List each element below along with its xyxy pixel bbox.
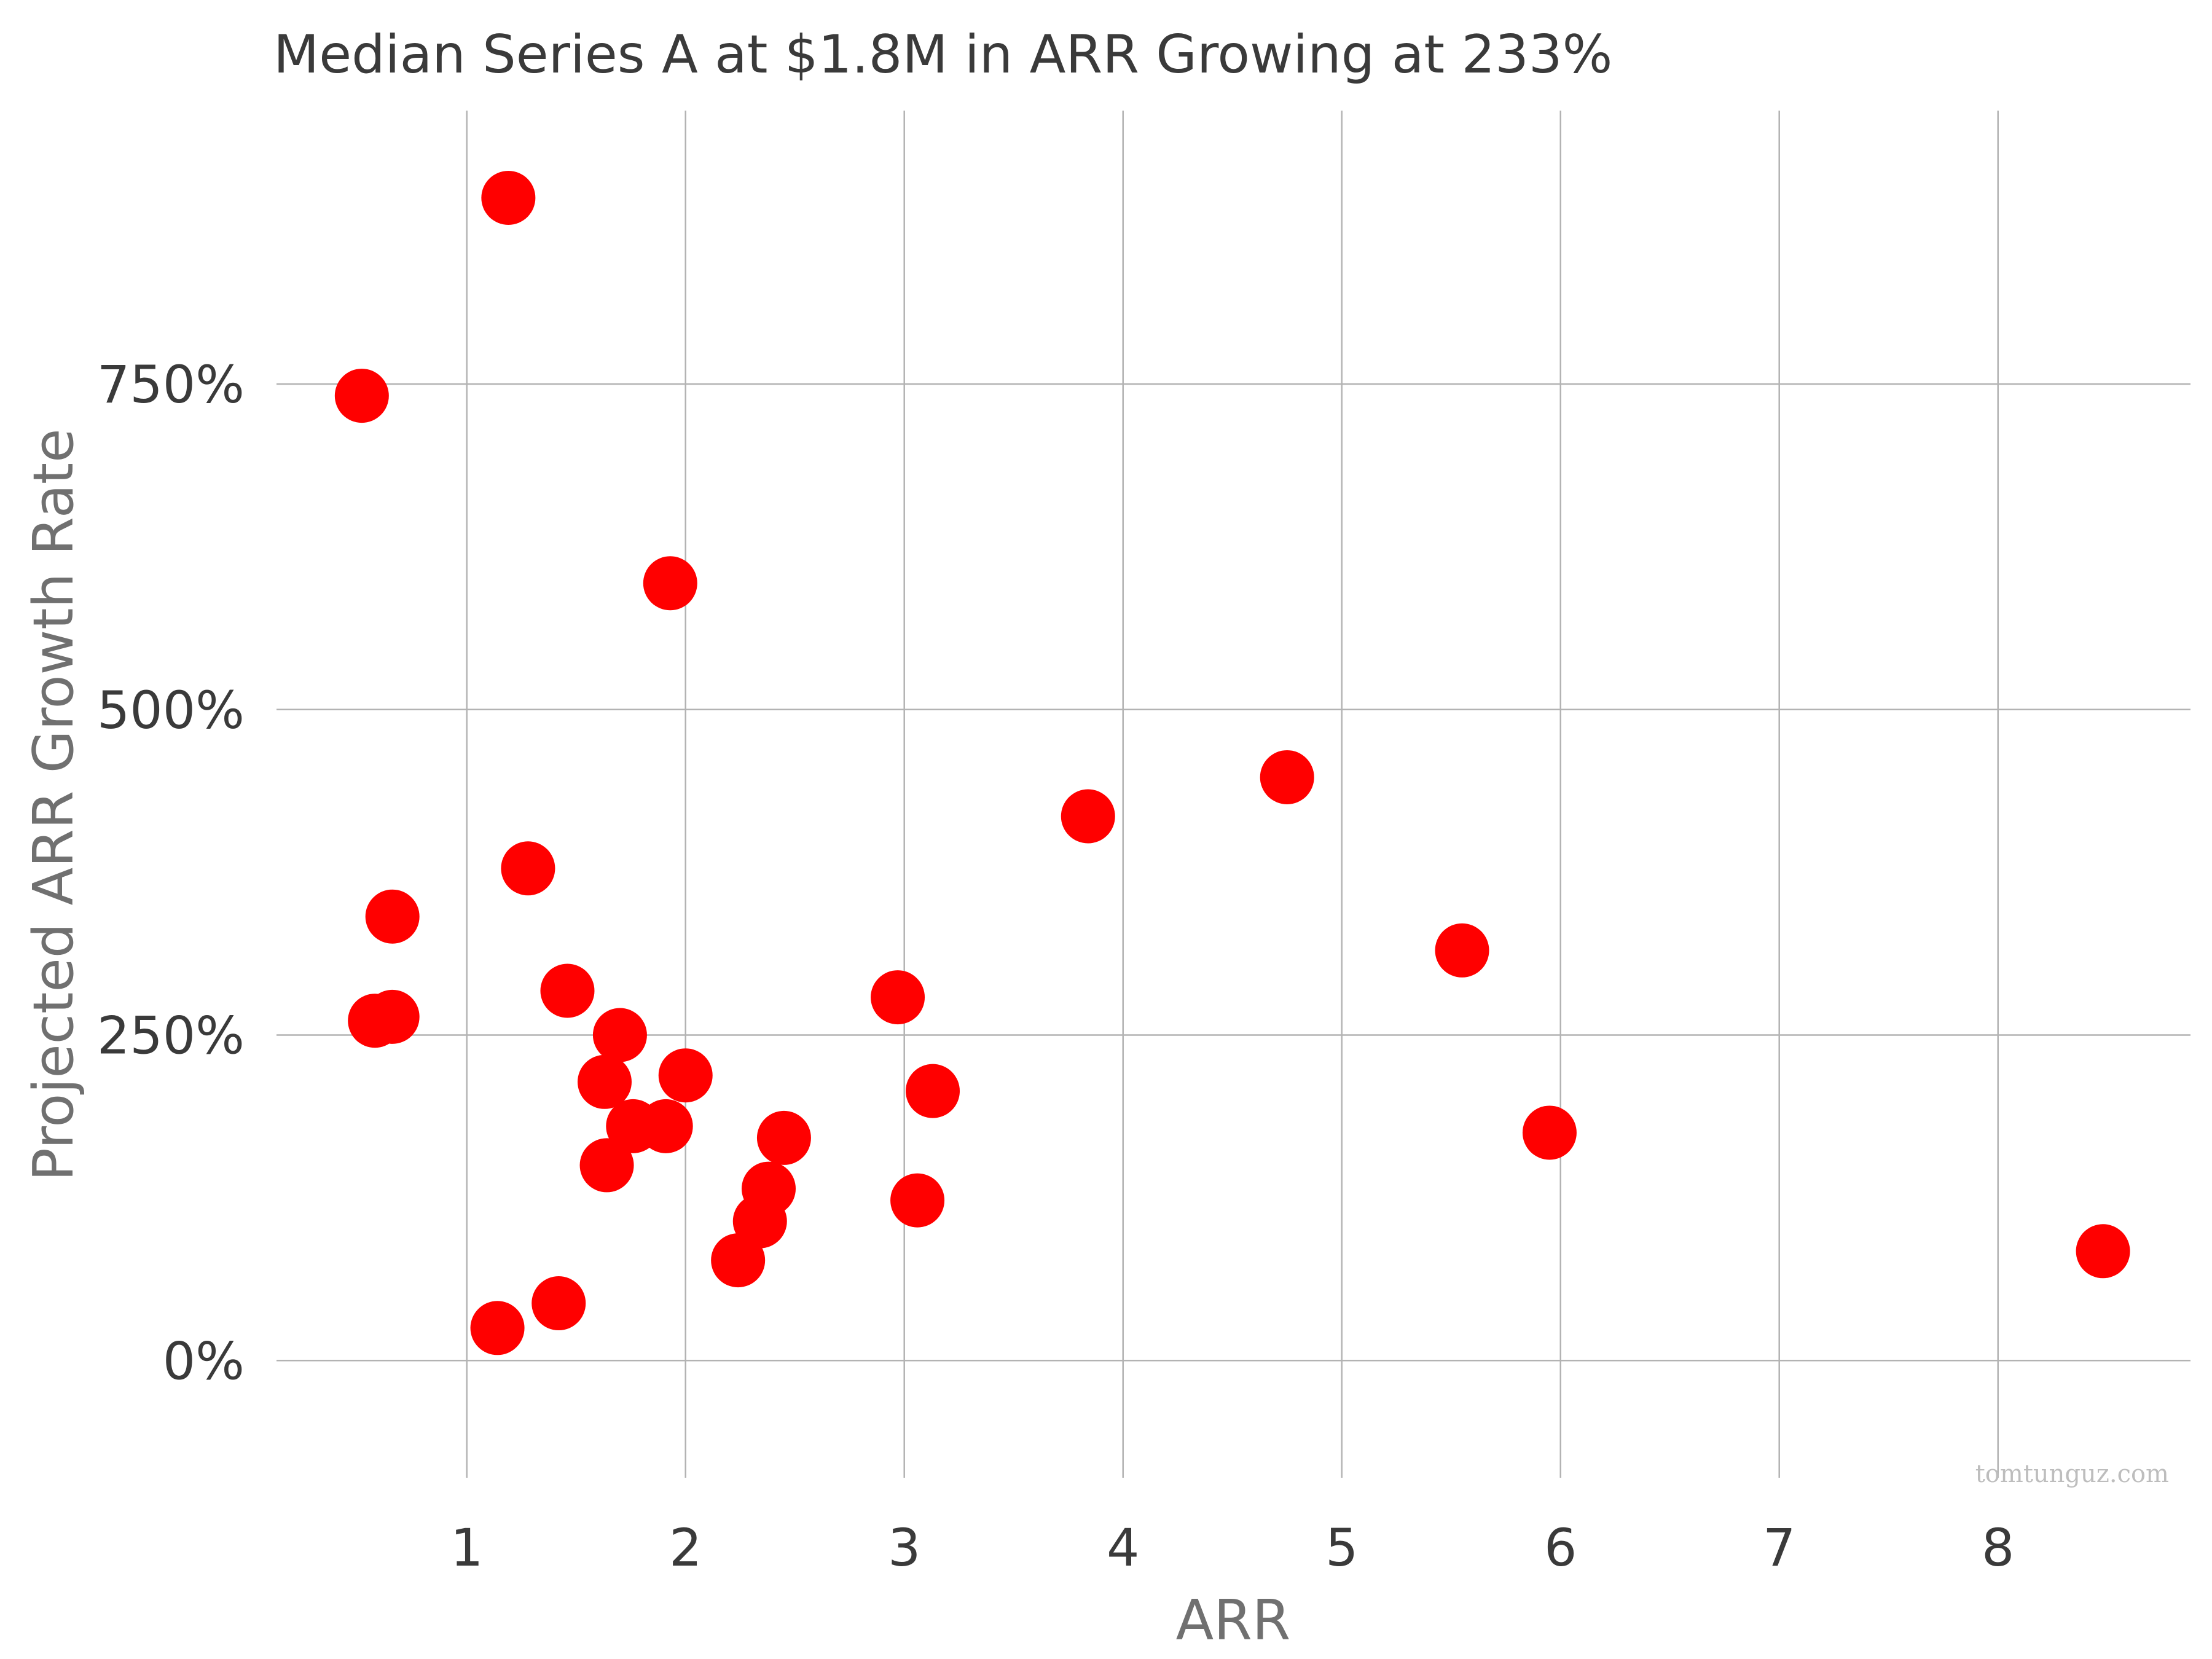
data-point: [1260, 750, 1314, 804]
y-tick-label: 0%: [163, 1331, 245, 1391]
data-point: [579, 1138, 634, 1193]
gridlines: [276, 111, 2190, 1478]
data-point: [481, 170, 536, 225]
data-point: [578, 1054, 632, 1109]
y-tick-label: 750%: [97, 355, 245, 415]
data-point: [1061, 789, 1115, 844]
x-tick-label: 5: [1325, 1518, 1358, 1578]
data-point: [711, 1233, 766, 1288]
data-point: [1522, 1105, 1577, 1160]
data-point: [756, 1110, 811, 1165]
data-point: [501, 841, 555, 896]
x-tick-label: 1: [450, 1518, 483, 1578]
chart-title: Median Series A at $1.8M in ARR Growing …: [273, 24, 1612, 85]
y-tick-label: 500%: [97, 680, 245, 740]
data-point: [1435, 923, 1489, 978]
y-tick-label: 250%: [97, 1006, 245, 1066]
watermark: tomtunguz.com: [1975, 1460, 2169, 1488]
tick-labels: 1 2 3 4 5 6 7 8 0% 250% 500% 750%: [97, 355, 2015, 1578]
data-point: [890, 1173, 945, 1228]
x-tick-label: 2: [669, 1518, 702, 1578]
y-axis-label: Projected ARR Growth Rate: [22, 428, 86, 1181]
data-point: [658, 1048, 713, 1103]
data-point: [906, 1064, 960, 1118]
x-tick-label: 8: [1982, 1518, 2014, 1578]
x-tick-label: 3: [888, 1518, 920, 1578]
data-point: [348, 994, 402, 1048]
x-axis-label: ARR: [1176, 1588, 1291, 1653]
data-point: [540, 963, 595, 1018]
data-points: [334, 170, 2130, 1355]
x-tick-label: 6: [1544, 1518, 1577, 1578]
data-point: [365, 889, 420, 944]
data-point: [334, 369, 389, 423]
x-tick-label: 4: [1107, 1518, 1139, 1578]
data-point: [531, 1276, 586, 1331]
data-point: [592, 1008, 647, 1062]
x-tick-label: 7: [1763, 1518, 1795, 1578]
data-point: [470, 1301, 525, 1355]
data-point: [643, 556, 697, 611]
data-point: [2076, 1224, 2130, 1279]
data-point: [638, 1099, 693, 1153]
data-point: [871, 970, 925, 1025]
